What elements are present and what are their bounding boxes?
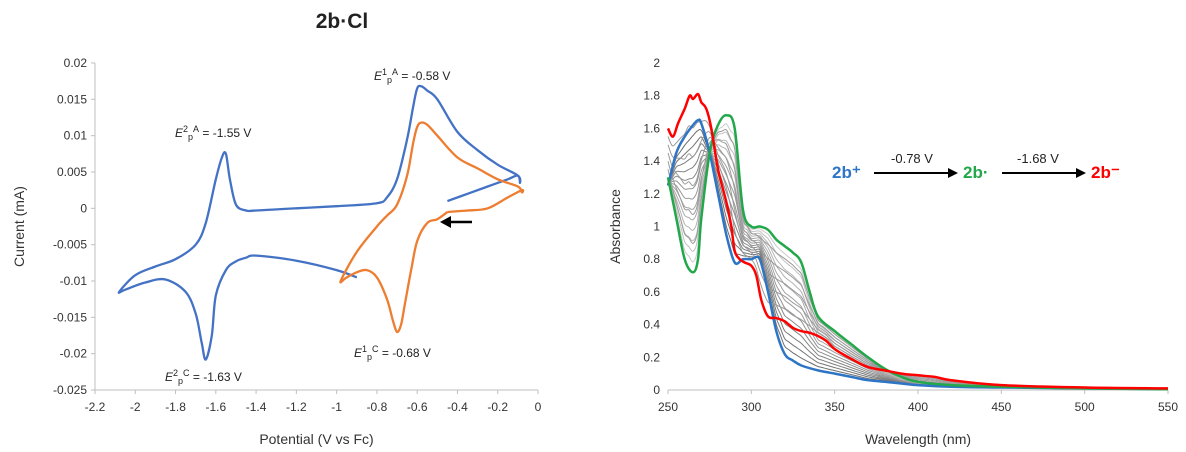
uv-species-cation: 2b⁺ (832, 163, 861, 182)
uv-y-tick-label: 2 (653, 56, 660, 70)
uv-y-tick-label: 0.8 (643, 252, 660, 266)
uv-y-tick-label: 0.6 (643, 285, 660, 299)
uv-y-tick-label: 0.4 (643, 318, 660, 332)
uv-x-tick-label: 300 (741, 400, 761, 414)
uv-y-tick-label: 1.8 (643, 89, 660, 103)
cv-x-tick-label: -0.4 (447, 400, 468, 414)
cv-series-1 (117, 84, 522, 361)
cv-x-tick-label: -1.2 (286, 400, 307, 414)
uv-x-axis-label: Wavelength (nm) (865, 431, 971, 447)
cv-series-2 (339, 121, 525, 334)
uv-series-2b-3 (666, 92, 1169, 390)
uv-y-tick-label: 1.4 (643, 154, 660, 168)
uv-series-2b-2 (666, 114, 1169, 391)
cv-y-tick-label: -0.01 (60, 274, 88, 288)
uv-y-tick-label: 0 (653, 383, 660, 397)
cv-y-tick-label: 0.015 (57, 92, 87, 106)
cv-y-tick-label: 0.01 (64, 129, 88, 143)
uv-x-tick-label: 250 (658, 400, 678, 414)
uv-intermediate-spectrum (667, 151, 1169, 390)
uv-species-radical: 2b· (963, 163, 989, 182)
cv-y-axis-label: Current (mA) (11, 186, 27, 267)
cv-y-tick-label: -0.02 (60, 347, 88, 361)
uv-x-tick-label: 500 (1075, 400, 1095, 414)
uv-y-tick-label: 1.6 (643, 121, 660, 135)
cv-scan-arrow-head (440, 216, 451, 228)
uv-intermediate-spectrum (667, 149, 1169, 390)
cv-x-tick-label: -0.2 (487, 400, 508, 414)
uv-arrow-1-label: -0.78 V (891, 151, 933, 166)
cv-x-tick-label: -2.2 (85, 400, 106, 414)
uv-y-tick-label: 0.2 (643, 350, 660, 364)
uv-arrow-2-head (1076, 168, 1086, 178)
uv-arrow-1-head (948, 168, 958, 178)
uv-y-tick-label: 1 (653, 220, 660, 234)
cv-x-axis-label: Potential (V vs Fc) (259, 431, 373, 447)
cv-y-tick-label: 0 (80, 201, 87, 215)
uv-intermediate-spectrum (667, 152, 1169, 390)
cv-x-tick-label: -2 (130, 400, 141, 414)
cv-x-tick-label: -0.8 (367, 400, 388, 414)
cv-x-tick-label: -1.4 (246, 400, 267, 414)
cv-y-tick-label: -0.005 (53, 238, 87, 252)
uv-series-2b-1 (666, 118, 1169, 391)
cv-annotation-e2pc: E2pC = -1.63 V (165, 368, 242, 386)
uv-intermediate-spectrum (667, 152, 1169, 390)
cv-x-tick-label: -1.8 (165, 400, 186, 414)
chart-title: 2b·Cl (315, 10, 369, 33)
uv-y-tick-label: 1.2 (643, 187, 660, 201)
cv-annotation-e1pa: E1pA = -0.58 V (374, 67, 450, 85)
uv-species-anion: 2b⁻ (1091, 163, 1120, 182)
uv-x-tick-label: 550 (1158, 400, 1178, 414)
uv-intermediate-spectrum (667, 152, 1169, 390)
cv-annotation-e1pc: E1pC = -0.68 V (354, 344, 431, 362)
cv-y-tick-label: -0.015 (53, 310, 87, 324)
cv-x-tick-label: 0 (535, 400, 542, 414)
cv-y-tick-label: -0.025 (53, 383, 87, 397)
cv-y-tick-label: 0.02 (64, 56, 88, 70)
uv-x-tick-label: 350 (825, 400, 845, 414)
cv-x-tick-label: -1 (331, 400, 342, 414)
uv-y-axis-label: Absorbance (607, 189, 623, 264)
cv-annotation-e2pa: E2pA = -1.55 V (175, 124, 251, 142)
cv-x-tick-label: -0.6 (407, 400, 428, 414)
cv-y-tick-label: 0.005 (57, 165, 87, 179)
cv-x-tick-label: -1.6 (205, 400, 226, 414)
uv-x-tick-label: 400 (908, 400, 928, 414)
uv-x-tick-label: 450 (991, 400, 1011, 414)
uv-intermediate-spectrum (667, 149, 1169, 390)
uv-arrow-2-label: -1.68 V (1017, 151, 1059, 166)
